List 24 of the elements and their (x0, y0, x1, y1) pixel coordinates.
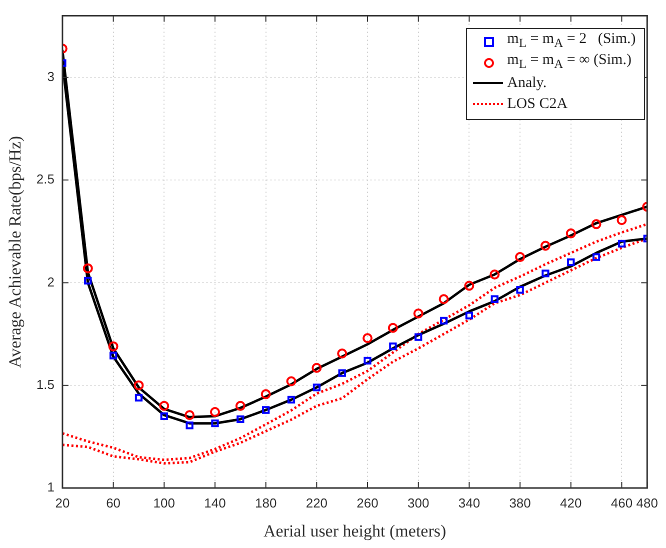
x-tick-label: 260 (356, 495, 378, 510)
x-tick-label: 180 (254, 495, 277, 510)
x-tick-label: 140 (204, 495, 226, 510)
x-tick-label: 100 (153, 495, 176, 510)
legend-label: m$_{L}$ = m$_{A}$ = ∞ (Sim.) (507, 52, 632, 72)
legend-label: Analy. (507, 74, 547, 92)
x-axis-title: Aerial user height (meters) (263, 521, 446, 540)
legend-label: m$_{L}$ = m$_{A}$ = 2 (Sim.) (507, 31, 636, 52)
y-tick-label: 1 (47, 480, 54, 495)
y-tick-label: 2 (47, 274, 54, 290)
x-tick-label: 460 (610, 495, 633, 510)
x-tick-label: 420 (560, 495, 582, 510)
y-tick-label: 3 (47, 68, 54, 84)
x-tick-label: 60 (106, 495, 121, 510)
x-tick-label: 220 (306, 495, 328, 510)
x-tick-label: 20 (55, 495, 70, 510)
x-tick-label: 340 (458, 495, 480, 510)
y-tick-label: 1.5 (36, 376, 54, 392)
y-axis-title: Average Achievable Rate(bps/Hz) (6, 136, 25, 368)
x-tick-label: 380 (509, 495, 531, 510)
x-tick-label: 300 (408, 495, 430, 510)
x-tick-label: 480 (636, 495, 658, 510)
legend-label: LOS C2A (507, 96, 568, 113)
y-tick-label: 2.5 (36, 172, 54, 187)
